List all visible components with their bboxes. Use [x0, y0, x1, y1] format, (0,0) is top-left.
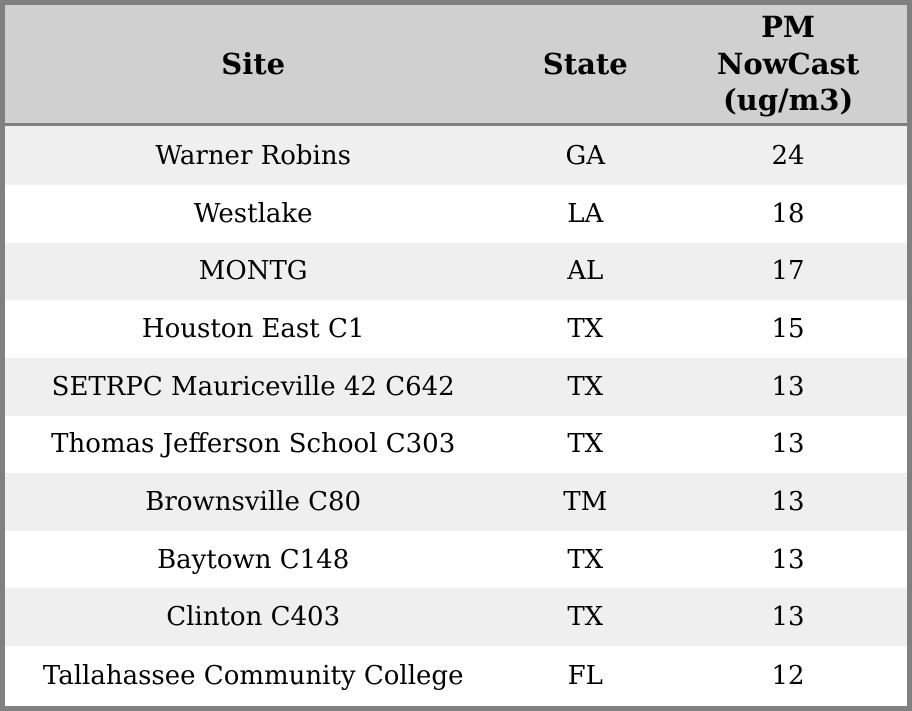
- cell-pm: 13: [771, 544, 805, 575]
- cell-pm: 13: [771, 486, 805, 517]
- cell-site: Houston East C1: [141, 314, 365, 345]
- table-row: MONTG AL 17: [2, 242, 910, 301]
- header-row: Site State PM NowCast (ug/m3): [2, 2, 910, 126]
- column-header-pm-nowcast: PM NowCast (ug/m3): [669, 2, 910, 126]
- table-row: Clinton C403 TX 13: [2, 588, 910, 646]
- cell-state: FL: [567, 661, 603, 691]
- table-body: Warner Robins GA 24 Westlake LA 18 MONTG…: [2, 124, 910, 709]
- table-row: Warner Robins GA 24: [2, 124, 910, 185]
- table-row: Westlake LA 18: [2, 185, 910, 243]
- table-row: Brownsville C80 TM 13: [2, 473, 910, 531]
- cell-site: SETRPC Mauriceville 42 C642: [51, 371, 455, 402]
- cell-pm: 13: [771, 429, 805, 460]
- cell-state: TM: [563, 486, 608, 517]
- column-header-site: Site: [2, 2, 502, 126]
- cell-site: Brownsville C80: [145, 486, 362, 517]
- cell-pm: 13: [771, 602, 805, 633]
- cell-site: Warner Robins: [155, 140, 351, 171]
- table-row: Tallahassee Community College FL 12: [2, 646, 910, 709]
- cell-state: TX: [567, 429, 604, 460]
- table-row: Baytown C148 TX 13: [2, 530, 910, 589]
- cell-state: TX: [567, 544, 604, 575]
- cell-site: Baytown C148: [157, 544, 350, 575]
- table-header: Site State PM NowCast (ug/m3): [2, 2, 910, 126]
- cell-site: Thomas Jefferson School C303: [51, 429, 456, 460]
- cell-pm: 24: [771, 140, 805, 171]
- column-header-state: State: [501, 2, 670, 126]
- cell-pm: 18: [771, 198, 805, 229]
- cell-state: TX: [567, 314, 604, 345]
- cell-site: Clinton C403: [166, 602, 341, 633]
- cell-site: MONTG: [198, 256, 308, 287]
- cell-state: AL: [567, 256, 604, 287]
- cell-pm: 13: [771, 371, 805, 402]
- cell-site: Westlake: [193, 198, 313, 229]
- table-row: Houston East C1 TX 15: [2, 300, 910, 358]
- table-row: Thomas Jefferson School C303 TX 13: [2, 415, 910, 474]
- cell-site: Tallahassee Community College: [42, 661, 464, 691]
- cell-pm: 12: [771, 661, 805, 691]
- cell-state: TX: [567, 602, 604, 633]
- table-row: SETRPC Mauriceville 42 C642 TX 13: [2, 357, 910, 416]
- cell-state: LA: [567, 198, 604, 229]
- cell-state: TX: [567, 371, 604, 402]
- cell-pm: 15: [771, 314, 805, 345]
- cell-pm: 17: [771, 256, 805, 287]
- cell-state: GA: [565, 140, 606, 171]
